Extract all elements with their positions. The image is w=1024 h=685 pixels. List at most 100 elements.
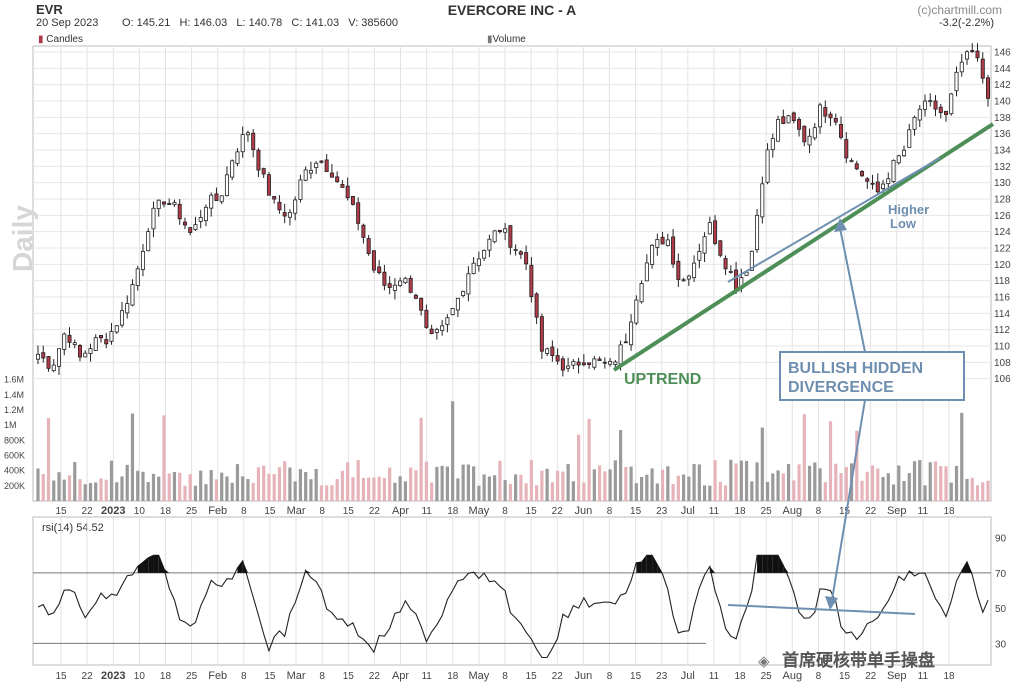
volume-bar: [183, 485, 187, 501]
volume-bar: [561, 471, 565, 501]
divergence-line-2: DIVERGENCE: [788, 379, 894, 396]
candle-body: [356, 202, 361, 224]
candle-body: [529, 264, 534, 298]
volume-bar: [157, 476, 161, 501]
candle-body: [602, 361, 607, 364]
volume-bar: [865, 471, 869, 501]
x-tick-label: 18: [447, 506, 459, 517]
period-label: Daily: [7, 205, 38, 272]
candle-body: [608, 360, 613, 365]
candle-body: [770, 138, 775, 151]
volume-bar: [267, 473, 271, 501]
rsi-overbought-fill: [778, 555, 784, 573]
arrow-to-rsi: [831, 399, 866, 601]
volume-bar: [744, 460, 749, 501]
candle-body: [340, 183, 345, 188]
volume-bar: [639, 477, 644, 501]
x-tick-label: 11: [421, 506, 432, 517]
volume-bar: [807, 465, 812, 501]
x-tick-label: 22: [369, 671, 381, 682]
volume-bar: [272, 474, 276, 501]
volume-bar: [681, 474, 686, 501]
volume-bar: [346, 462, 350, 501]
candle-body: [445, 317, 450, 325]
candle-body: [177, 203, 182, 220]
candle-body: [240, 134, 245, 153]
volume-tick-label: 600K: [4, 450, 25, 460]
volume-bar: [493, 475, 497, 501]
volume-bar: [718, 481, 722, 501]
volume-bar: [393, 482, 397, 501]
candle-body: [408, 277, 413, 293]
candle-body: [755, 214, 760, 251]
volume-bar: [451, 401, 455, 501]
volume-bar: [760, 427, 764, 501]
x-tick-label: Mar: [287, 505, 306, 517]
candle-body: [492, 230, 497, 243]
x-tick-label: Apr: [392, 505, 409, 517]
candle-body: [681, 279, 686, 282]
volume-bar: [230, 482, 234, 501]
x-tick-label: 8: [502, 671, 508, 682]
x-tick-label: 15: [526, 671, 538, 682]
candle-body: [114, 325, 119, 333]
candle-body: [413, 294, 418, 299]
volume-bar: [466, 464, 470, 501]
candle-body: [697, 250, 702, 261]
volume-bar: [293, 481, 297, 501]
rsi-tick-label: 30: [995, 639, 1007, 650]
higher-low-label-2: Low: [890, 216, 917, 231]
volume-bar: [592, 469, 596, 501]
candle-body: [629, 321, 634, 346]
x-tick-label: 23: [656, 671, 668, 682]
volume-bar: [251, 482, 255, 501]
volume-bar: [844, 467, 848, 501]
candle-body: [403, 277, 408, 284]
volume-bar: [440, 465, 444, 501]
volume-bar: [855, 430, 859, 501]
volume-bar: [46, 418, 51, 501]
candle-body: [235, 151, 240, 164]
candle-body: [314, 162, 319, 168]
volume-bar: [314, 468, 318, 501]
volume-bar: [645, 474, 649, 501]
candle-body: [287, 212, 292, 218]
volume-bar: [57, 472, 61, 501]
candle-body: [928, 100, 933, 103]
candle-body: [655, 239, 660, 248]
volume-bar: [786, 464, 791, 501]
volume-bar: [514, 474, 518, 501]
volume-bar: [199, 470, 203, 501]
candle-body: [161, 201, 166, 205]
candle-body: [597, 358, 602, 361]
x-tick-label: 2023: [101, 505, 125, 517]
x-tick-label: Apr: [392, 670, 409, 682]
price-tick-label: 108: [994, 358, 1011, 369]
volume-bar: [209, 470, 213, 501]
candle-body: [329, 172, 334, 178]
x-axis-price: 15 22 2023 10 18 25 Feb 8 15 Mar 8 15 22 Apr 11 18 May 8 1…: [55, 505, 955, 517]
volume-bar: [487, 476, 491, 501]
candle-body: [702, 236, 707, 254]
volume-bar: [62, 479, 66, 501]
volume-tick-label: 1.2M: [4, 405, 24, 415]
volume-bar: [582, 482, 586, 501]
volume-bar: [965, 478, 969, 501]
volume-bar: [456, 478, 460, 501]
candles-legend[interactable]: ▮ Candles: [38, 34, 83, 45]
candle-body: [455, 297, 460, 311]
volume-bar: [828, 421, 833, 501]
volume-legend[interactable]: ▮Volume: [487, 34, 526, 45]
volume-bar: [902, 481, 906, 501]
volume-bar: [970, 477, 974, 501]
candle-body: [671, 236, 676, 265]
rsi-overbought-fill: [652, 555, 658, 573]
candle-body: [209, 194, 214, 209]
volume-bar: [944, 466, 948, 501]
volume-bar: [477, 485, 481, 501]
volume-bar: [125, 464, 129, 501]
volume-bar: [162, 415, 166, 501]
price-tick-label: 130: [994, 178, 1011, 189]
volume-bar: [524, 483, 528, 501]
candle-body: [167, 203, 172, 205]
